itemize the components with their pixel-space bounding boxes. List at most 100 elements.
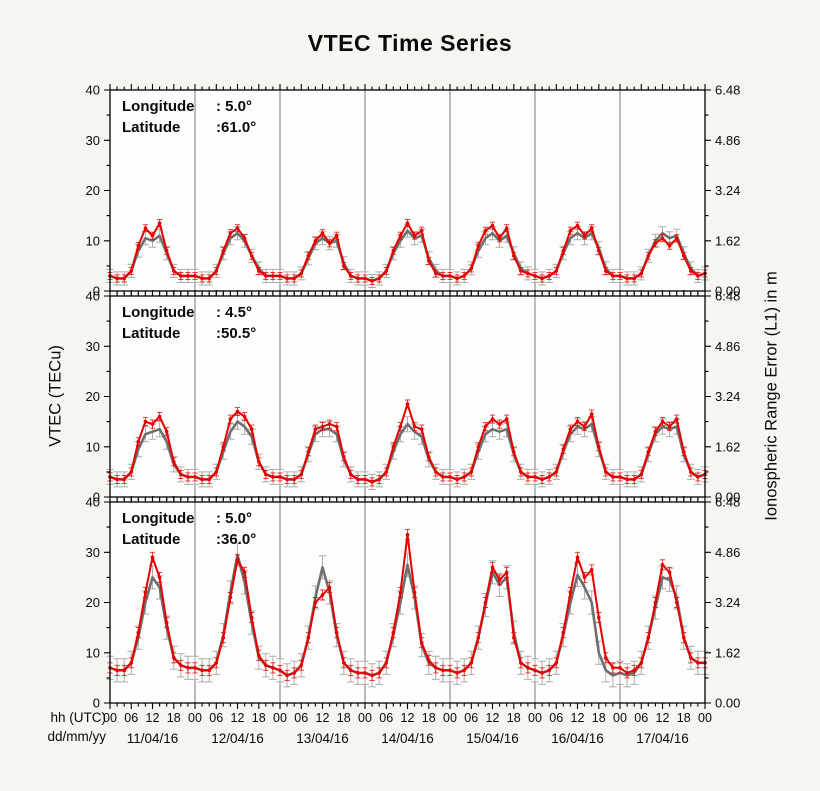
- data-point: [207, 668, 211, 673]
- data-point: [242, 414, 247, 419]
- data-point: [660, 563, 665, 567]
- data-point: [398, 424, 403, 429]
- red-series-markers: [108, 402, 707, 484]
- data-point: [625, 276, 629, 281]
- data-point: [313, 600, 318, 605]
- data-point: [136, 439, 141, 444]
- data-point: [575, 555, 580, 560]
- data-point: [292, 671, 297, 675]
- legend-latitude-label: Latitude: [122, 119, 180, 136]
- data-point: [271, 666, 275, 670]
- data-point: [391, 445, 396, 449]
- data-point: [164, 249, 169, 253]
- data-point: [490, 565, 495, 570]
- ytick-left-label: 10: [86, 645, 100, 660]
- data-point: [129, 661, 134, 665]
- xtick-hour-label: 06: [379, 711, 393, 725]
- xtick-hour-label: 18: [507, 711, 521, 725]
- data-point: [533, 274, 537, 278]
- data-point: [674, 417, 679, 421]
- data-point: [448, 668, 452, 673]
- data-point: [568, 427, 573, 432]
- data-point: [554, 269, 559, 273]
- xtick-hour-label: 12: [401, 711, 415, 725]
- xtick-date-label: 16/04/16: [551, 731, 604, 746]
- data-point: [504, 570, 509, 575]
- data-point: [278, 668, 282, 673]
- legend-latitude-label: Latitude: [122, 531, 180, 548]
- red-series-markers: [108, 532, 707, 678]
- data-point: [554, 470, 559, 474]
- ytick-left-label: 40: [86, 83, 100, 98]
- data-point: [646, 635, 651, 640]
- data-point: [618, 666, 622, 670]
- data-point: [653, 241, 658, 246]
- data-point: [589, 568, 594, 572]
- data-point: [455, 276, 459, 281]
- data-point: [249, 254, 254, 258]
- data-point: [625, 671, 629, 675]
- data-point: [257, 269, 261, 273]
- data-point: [320, 424, 325, 429]
- data-point: [172, 460, 176, 464]
- ytick-right-label: 0.00: [715, 284, 740, 299]
- ytick-right-label: 6.48: [715, 83, 740, 98]
- data-point: [349, 274, 353, 278]
- legend-latitude-value: :50.5°: [216, 325, 256, 342]
- data-point: [689, 656, 693, 660]
- data-point: [639, 271, 644, 276]
- data-point: [242, 570, 247, 575]
- data-point: [561, 249, 566, 253]
- data-point: [164, 429, 169, 434]
- data-point: [455, 477, 459, 482]
- data-point: [660, 419, 665, 424]
- xtick-hour-label: 12: [656, 711, 670, 725]
- data-point: [264, 663, 268, 668]
- data-point: [122, 276, 126, 281]
- ytick-left-label: 20: [86, 183, 100, 198]
- data-point: [278, 274, 282, 278]
- x-axis-unit-hours: hh (UTC): [50, 710, 106, 725]
- legend-longitude-value: : 5.0°: [216, 98, 252, 115]
- data-point: [179, 472, 183, 477]
- data-point: [327, 422, 332, 426]
- data-point: [157, 221, 162, 225]
- data-point: [476, 635, 481, 640]
- data-point: [462, 668, 467, 673]
- data-point: [349, 668, 353, 673]
- data-point: [441, 668, 445, 673]
- data-point: [427, 658, 431, 663]
- ytick-left-label: 10: [86, 439, 100, 454]
- data-point: [504, 417, 509, 421]
- data-point: [299, 271, 304, 276]
- data-point: [405, 221, 410, 225]
- xtick-hour-label: 18: [422, 711, 436, 725]
- ytick-right-label: 3.24: [715, 595, 740, 610]
- panel-2: Longitude: 4.5° Latitude:50.5° 0 0.00 10 1.62…: [86, 289, 741, 505]
- xtick-hour-label: 12: [316, 711, 330, 725]
- data-point: [207, 276, 211, 281]
- data-point: [377, 276, 382, 281]
- data-point: [115, 477, 119, 482]
- ytick-left-label: 40: [86, 495, 100, 510]
- data-point: [660, 236, 665, 240]
- data-point: [469, 266, 474, 271]
- data-point: [384, 470, 389, 474]
- ytick-right-label: 6.48: [715, 289, 740, 304]
- data-point: [405, 402, 410, 406]
- data-point: [611, 274, 615, 278]
- data-point: [115, 668, 119, 673]
- data-point: [356, 477, 360, 482]
- data-point: [200, 668, 204, 673]
- panel-1: Longitude: 5.0° Latitude:61.0° 0 0.00 10 1.62…: [86, 83, 741, 299]
- data-point: [519, 269, 523, 273]
- ytick-right-label: 1.62: [715, 233, 740, 248]
- data-point: [320, 593, 325, 597]
- chart-title: VTEC Time Series: [307, 30, 513, 56]
- data-point: [604, 470, 608, 474]
- data-point: [526, 475, 530, 479]
- data-point: [618, 475, 622, 479]
- data-point: [632, 477, 636, 482]
- data-point: [653, 429, 658, 434]
- data-point: [632, 276, 636, 281]
